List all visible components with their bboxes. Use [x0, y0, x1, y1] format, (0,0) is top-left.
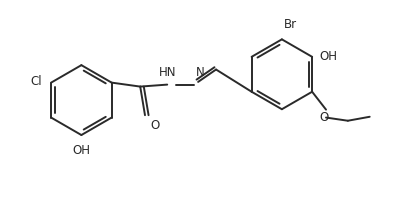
Text: HN: HN — [158, 66, 176, 79]
Text: N: N — [196, 66, 204, 79]
Text: OH: OH — [319, 50, 337, 62]
Text: Br: Br — [284, 18, 297, 31]
Text: O: O — [150, 119, 160, 132]
Text: Cl: Cl — [31, 75, 42, 88]
Text: OH: OH — [72, 144, 91, 157]
Text: O: O — [320, 111, 329, 124]
